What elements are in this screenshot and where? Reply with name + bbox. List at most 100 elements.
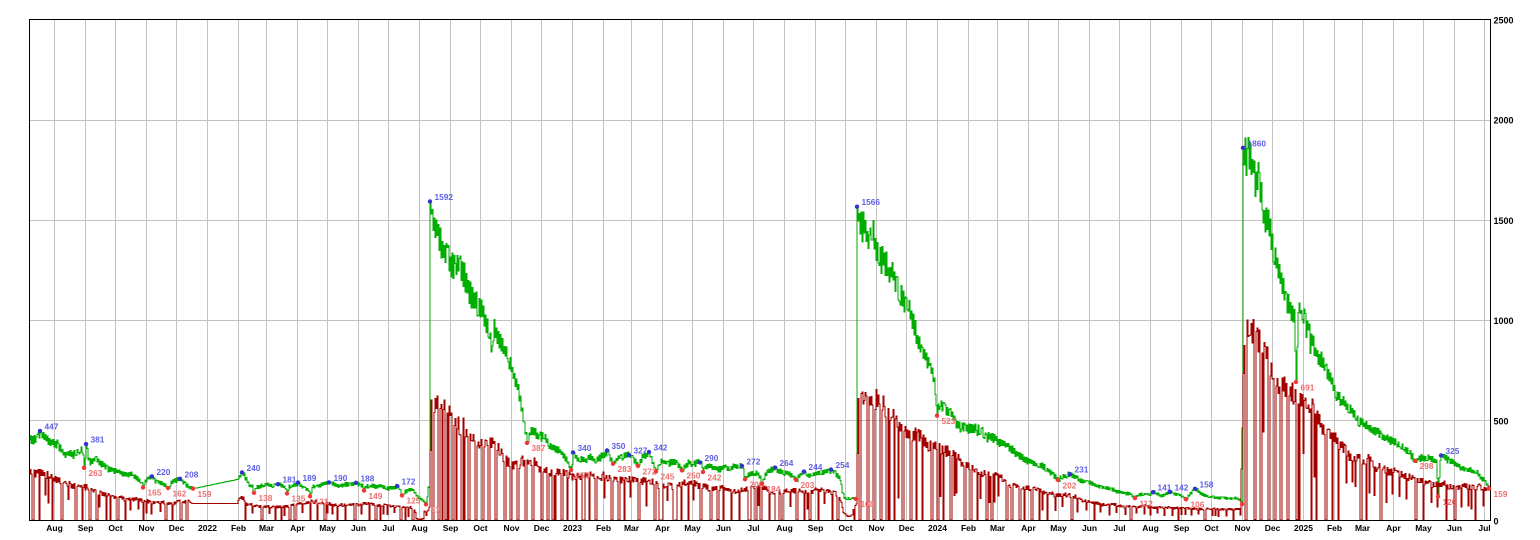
- svg-text:1592: 1592: [435, 192, 454, 202]
- svg-text:206: 206: [750, 480, 764, 490]
- svg-text:Mar: Mar: [990, 523, 1006, 533]
- svg-text:Oct: Oct: [108, 523, 122, 533]
- svg-text:May: May: [319, 523, 336, 533]
- svg-text:691: 691: [1301, 382, 1315, 392]
- svg-text:250: 250: [687, 471, 701, 481]
- svg-text:165: 165: [148, 488, 162, 498]
- svg-text:108: 108: [861, 499, 875, 509]
- svg-text:159: 159: [1494, 489, 1508, 499]
- svg-text:Feb: Feb: [1327, 523, 1342, 533]
- svg-text:Sep: Sep: [443, 523, 459, 533]
- svg-text:Jun: Jun: [716, 523, 731, 533]
- svg-text:244: 244: [809, 462, 823, 472]
- svg-text:Feb: Feb: [961, 523, 976, 533]
- svg-text:245: 245: [661, 472, 675, 482]
- svg-text:149: 149: [369, 491, 383, 501]
- svg-text:220: 220: [157, 467, 171, 477]
- svg-text:231: 231: [1075, 465, 1089, 475]
- svg-text:Aug: Aug: [1142, 523, 1159, 533]
- svg-text:290: 290: [705, 453, 719, 463]
- svg-text:106: 106: [1191, 500, 1205, 510]
- svg-text:1500: 1500: [1494, 216, 1514, 226]
- svg-text:May: May: [684, 523, 701, 533]
- svg-text:340: 340: [578, 443, 592, 453]
- svg-text:Oct: Oct: [838, 523, 852, 533]
- svg-text:121: 121: [315, 497, 329, 507]
- svg-text:327: 327: [634, 446, 648, 456]
- svg-text:Jul: Jul: [747, 523, 759, 533]
- svg-text:263: 263: [89, 468, 103, 478]
- svg-text:350: 350: [612, 441, 626, 451]
- svg-text:1566: 1566: [862, 197, 881, 207]
- svg-text:2024: 2024: [928, 523, 947, 533]
- svg-text:202: 202: [1063, 480, 1077, 490]
- svg-text:Dec: Dec: [1265, 523, 1281, 533]
- svg-text:172: 172: [402, 477, 416, 487]
- svg-text:Mar: Mar: [259, 523, 275, 533]
- svg-text:Aug: Aug: [411, 523, 428, 533]
- svg-text:Dec: Dec: [534, 523, 550, 533]
- svg-text:254: 254: [836, 460, 850, 470]
- svg-text:Sep: Sep: [1174, 523, 1190, 533]
- svg-text:Apr: Apr: [655, 523, 670, 533]
- svg-text:162: 162: [173, 488, 187, 498]
- svg-text:Aug: Aug: [46, 523, 63, 533]
- svg-text:Mar: Mar: [624, 523, 640, 533]
- svg-text:272: 272: [747, 457, 761, 467]
- svg-text:135: 135: [292, 494, 306, 504]
- svg-text:240: 240: [247, 463, 261, 473]
- svg-text:Apr: Apr: [1021, 523, 1036, 533]
- svg-text:125: 125: [407, 496, 421, 506]
- svg-text:2023: 2023: [563, 523, 582, 533]
- svg-text:252: 252: [576, 470, 590, 480]
- svg-text:2500: 2500: [1494, 16, 1514, 26]
- svg-text:Mar: Mar: [1355, 523, 1371, 533]
- svg-text:Jul: Jul: [382, 523, 394, 533]
- svg-text:142: 142: [1175, 483, 1189, 493]
- svg-text:Oct: Oct: [1204, 523, 1218, 533]
- svg-text:112: 112: [1140, 498, 1154, 508]
- svg-text:1860: 1860: [1248, 138, 1267, 148]
- svg-text:181: 181: [283, 475, 297, 485]
- svg-text:Jul: Jul: [1113, 523, 1125, 533]
- svg-text:Jul: Jul: [1478, 523, 1490, 533]
- svg-text:Jun: Jun: [1082, 523, 1097, 533]
- svg-text:325: 325: [1446, 446, 1460, 456]
- svg-text:272: 272: [643, 466, 657, 476]
- svg-text:184: 184: [767, 484, 781, 494]
- svg-text:Nov: Nov: [1234, 523, 1250, 533]
- svg-text:Apr: Apr: [290, 523, 305, 533]
- svg-text:203: 203: [801, 480, 815, 490]
- svg-text:Aug: Aug: [776, 523, 793, 533]
- svg-text:283: 283: [618, 464, 632, 474]
- svg-text:May: May: [1415, 523, 1432, 533]
- svg-text:189: 189: [303, 473, 317, 483]
- svg-text:387: 387: [532, 443, 546, 453]
- svg-text:208: 208: [185, 469, 199, 479]
- svg-text:Nov: Nov: [138, 523, 154, 533]
- svg-text:2025: 2025: [1294, 523, 1313, 533]
- svg-text:Apr: Apr: [1386, 523, 1401, 533]
- svg-text:381: 381: [91, 435, 105, 445]
- svg-text:81: 81: [431, 505, 441, 515]
- svg-text:1000: 1000: [1494, 316, 1514, 326]
- svg-text:Nov: Nov: [503, 523, 519, 533]
- svg-text:Dec: Dec: [899, 523, 915, 533]
- svg-text:Jun: Jun: [1447, 523, 1462, 533]
- svg-text:0: 0: [1494, 517, 1499, 527]
- svg-text:2000: 2000: [1494, 116, 1514, 126]
- svg-text:190: 190: [334, 473, 348, 483]
- svg-text:Oct: Oct: [473, 523, 487, 533]
- svg-text:500: 500: [1494, 416, 1509, 426]
- svg-text:Sep: Sep: [78, 523, 94, 533]
- svg-text:298: 298: [1420, 461, 1434, 471]
- svg-text:Feb: Feb: [231, 523, 246, 533]
- svg-text:264: 264: [780, 458, 794, 468]
- svg-text:138: 138: [259, 493, 273, 503]
- svg-text:Feb: Feb: [596, 523, 611, 533]
- svg-text:447: 447: [45, 421, 59, 431]
- svg-text:2022: 2022: [198, 523, 217, 533]
- svg-text:242: 242: [708, 472, 722, 482]
- svg-text:141: 141: [1158, 483, 1172, 493]
- svg-text:159: 159: [198, 489, 212, 499]
